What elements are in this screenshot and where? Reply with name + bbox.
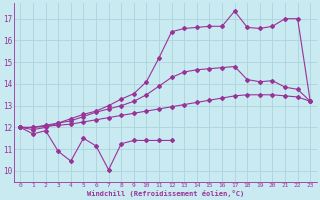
X-axis label: Windchill (Refroidissement éolien,°C): Windchill (Refroidissement éolien,°C)	[87, 190, 244, 197]
